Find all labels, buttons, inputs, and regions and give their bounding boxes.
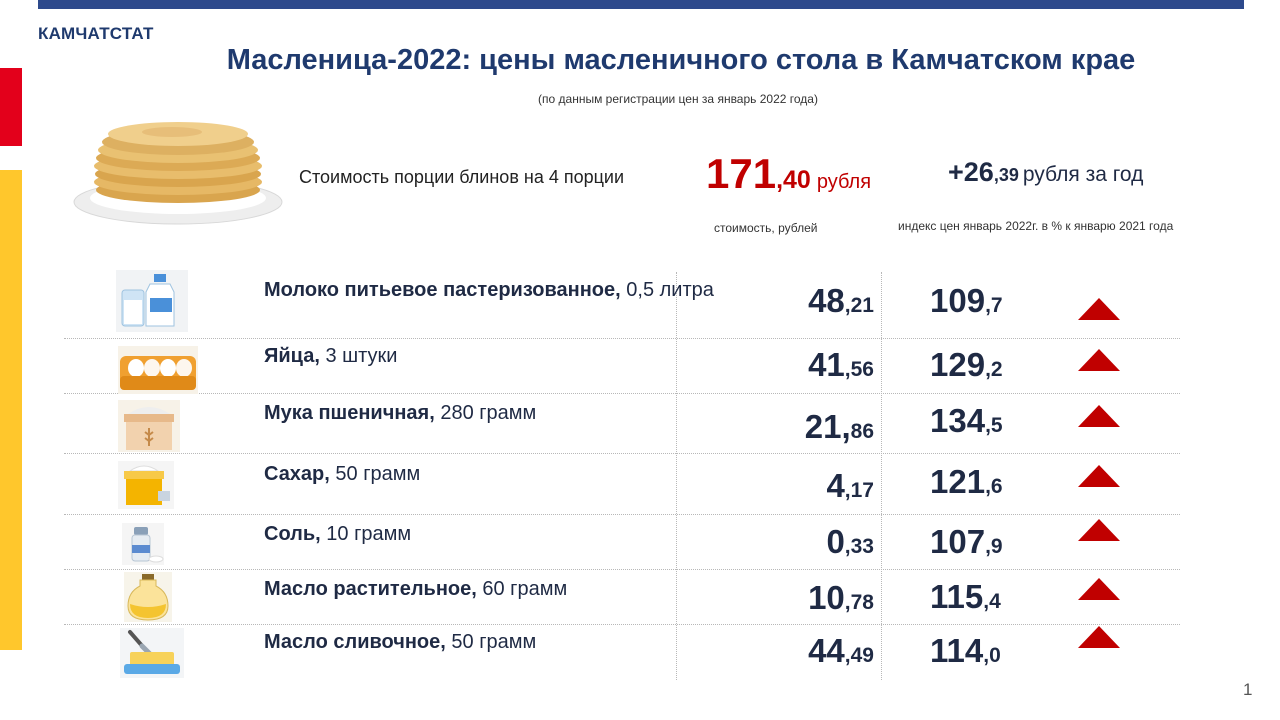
item-name: Яйца, 3 штуки <box>264 345 398 367</box>
org-logo-text: КАМЧАТСТАТ <box>38 24 154 43</box>
top-accent-bar <box>38 0 1244 9</box>
pancakes-image <box>73 122 283 225</box>
column-divider <box>881 272 882 680</box>
item-price: 0,33 <box>826 523 874 560</box>
item-price: 21,86 <box>804 408 874 445</box>
item-name: Мука пшеничная, 280 грамм <box>264 402 537 424</box>
trend-up-icon <box>1078 298 1120 320</box>
flour-icon <box>118 400 180 452</box>
trend-up-icon <box>1078 626 1120 648</box>
row-separator <box>64 569 1180 570</box>
row-separator <box>64 624 1180 625</box>
item-price-index: 121,6 <box>930 463 1003 500</box>
eggs-icon <box>118 346 198 394</box>
cost-column-header: стоимость, рублей <box>714 221 818 235</box>
milk-icon <box>116 270 188 332</box>
row-separator <box>64 514 1180 515</box>
yearly-delta-dec: ,39 <box>993 165 1019 185</box>
page-number: 1 <box>1243 680 1253 699</box>
item-price-index: 129,2 <box>930 346 1003 383</box>
item-name: Масло растительное, 60 грамм <box>264 578 568 600</box>
item-name: Молоко питьевое пастеризованное, 0,5 лит… <box>264 279 714 301</box>
total-cost: 171,40 рубля <box>706 150 871 198</box>
item-price-index: 107,9 <box>930 523 1003 560</box>
item-price: 48,21 <box>808 282 874 319</box>
portion-cost-label: Стоимость порции блинов на 4 порции <box>299 167 625 187</box>
butter-icon <box>120 628 184 678</box>
total-cost-unit: рубля <box>816 171 872 193</box>
item-price: 4,17 <box>826 467 874 504</box>
page-title: Масленица-2022: цены масленичного стола … <box>226 44 1136 76</box>
trend-up-icon <box>1078 349 1120 371</box>
item-price-index: 109,7 <box>930 282 1003 319</box>
item-name: Соль, 10 грамм <box>264 523 412 545</box>
row-separator <box>64 393 1180 394</box>
salt-icon <box>122 523 164 565</box>
item-name: Масло сливочное, 50 грамм <box>264 631 537 653</box>
item-price: 44,49 <box>808 632 874 669</box>
item-price-index: 134,5 <box>930 402 1003 439</box>
row-separator <box>64 453 1180 454</box>
page-subtitle: (по данным регистрации цен за январь 202… <box>538 92 818 106</box>
yearly-delta-int: +26 <box>948 157 994 187</box>
item-name: Сахар, 50 грамм <box>264 463 421 485</box>
oil-icon <box>124 572 172 622</box>
item-price-index: 114,0 <box>930 632 1001 669</box>
trend-up-icon <box>1078 405 1120 427</box>
yearly-delta: +26,39 рубля за год <box>948 157 1143 188</box>
index-column-header: индекс цен январь 2022г. в % к январю 20… <box>898 219 1174 233</box>
column-divider <box>676 272 677 680</box>
row-separator <box>64 338 1180 339</box>
yearly-delta-unit: рубля за год <box>1022 163 1144 186</box>
item-price-index: 115,4 <box>930 578 1001 615</box>
trend-up-icon <box>1078 578 1120 600</box>
total-cost-dec: ,40 <box>776 166 811 194</box>
sugar-icon <box>118 461 174 509</box>
trend-up-icon <box>1078 519 1120 541</box>
side-red-stripe <box>0 68 22 146</box>
item-price: 10,78 <box>808 579 874 616</box>
trend-up-icon <box>1078 465 1120 487</box>
total-cost-int: 171 <box>706 150 777 197</box>
item-price: 41,56 <box>808 346 874 383</box>
side-yellow-stripe <box>0 170 22 650</box>
